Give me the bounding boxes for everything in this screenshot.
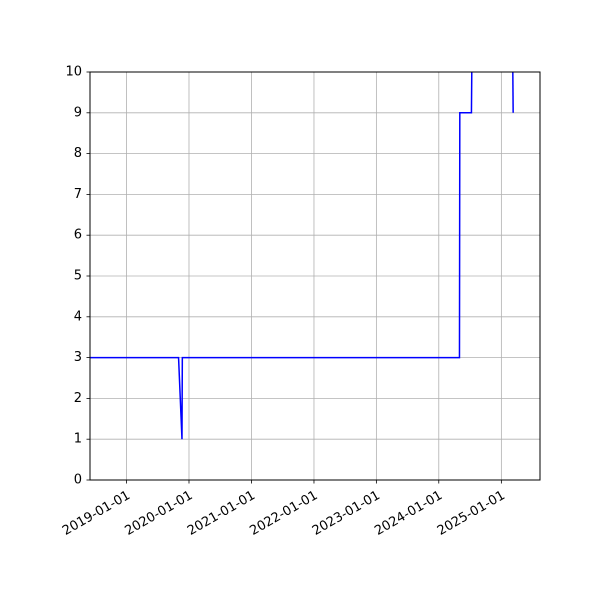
x-tick-label: 2022-01-01	[247, 488, 320, 539]
x-tick-label: 2020-01-01	[122, 488, 195, 539]
x-tick-label: 2023-01-01	[310, 488, 383, 539]
x-tick-label: 2019-01-01	[60, 488, 133, 539]
y-tick-label: 4	[74, 309, 82, 324]
y-tick-label: 6	[74, 228, 82, 243]
y-tick-label: 9	[74, 105, 82, 120]
x-tick-label: 2021-01-01	[185, 488, 258, 539]
y-axis-tick-labels: 0 1 2 3 4 5 6 7 8 9 10	[65, 65, 82, 488]
axis-ticks	[86, 71, 502, 484]
x-tick-label: 2024-01-01	[372, 488, 445, 539]
grid-lines	[90, 71, 540, 481]
y-tick-label: 2	[74, 391, 82, 406]
series-lines	[90, 71, 514, 440]
x-axis-tick-labels: 2019-01-012020-01-012021-01-012022-01-01…	[60, 488, 508, 539]
y-tick-label: 8	[74, 146, 82, 161]
x-tick-label: 2025-01-01	[435, 488, 508, 539]
y-tick-label: 10	[65, 65, 82, 80]
y-tick-label: 0	[74, 473, 82, 488]
y-tick-label: 5	[74, 269, 82, 284]
series-line	[90, 71, 473, 440]
y-tick-label: 3	[74, 350, 82, 365]
y-tick-label: 1	[74, 432, 82, 447]
y-tick-label: 7	[74, 187, 82, 202]
